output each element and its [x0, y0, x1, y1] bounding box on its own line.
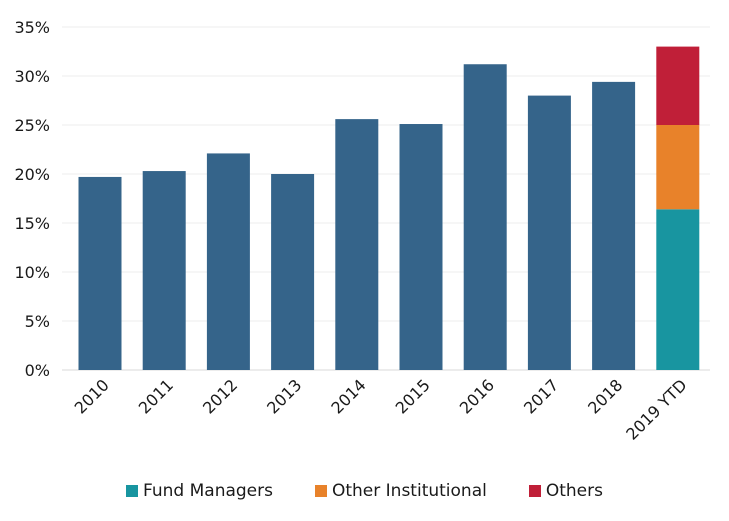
y-tick-label-2: 10%	[14, 263, 50, 282]
y-tick-label-0: 0%	[25, 361, 50, 380]
x-tick-label-2019-ytd: 2019 YTD	[622, 375, 690, 443]
legend-item-other-institutional: Other Institutional	[314, 481, 487, 501]
y-tick-label-7: 35%	[14, 18, 50, 37]
chart-svg: 0% 5% 10% 15% 20% 25% 30% 35% 2010 2011 2012 2013 20…	[14, 18, 710, 444]
legend-swatch-other-institutional	[314, 485, 327, 497]
x-tick-label-2010: 2010	[71, 375, 113, 417]
x-tick-label-2017: 2017	[520, 375, 562, 417]
x-tick-label-2015: 2015	[392, 375, 434, 417]
bar-2015	[399, 124, 443, 371]
x-tick-label-2016: 2016	[456, 375, 498, 417]
bar-2017	[527, 95, 571, 370]
bar-2013	[271, 174, 315, 370]
x-tick-label-2018: 2018	[584, 375, 626, 417]
bar-2010	[78, 176, 122, 370]
legend-swatch-fund-managers	[126, 485, 139, 497]
x-tick-label-2014: 2014	[327, 375, 369, 417]
x-tick-label-2011: 2011	[135, 375, 177, 417]
x-tick-label-2013: 2013	[263, 375, 305, 417]
legend-label-fund-managers: Fund Managers	[143, 481, 273, 501]
legend: Fund Managers Other Institutional Others	[0, 478, 729, 504]
bar-2014	[335, 119, 379, 371]
bar-2016	[463, 64, 507, 371]
y-tick-label-3: 15%	[14, 214, 50, 233]
legend-swatch-others	[528, 485, 541, 497]
y-tick-label-4: 20%	[14, 165, 50, 184]
bar-2018	[592, 81, 636, 370]
legend-label-others: Others	[545, 481, 603, 501]
bar-2011	[142, 171, 186, 370]
legend-item-others: Others	[528, 481, 603, 501]
y-tick-label-6: 30%	[14, 67, 50, 86]
bar-2019-ytd-segment-other-institutional	[656, 125, 700, 210]
x-tick-label-2012: 2012	[199, 375, 241, 417]
legend-item-fund-managers: Fund Managers	[126, 481, 273, 501]
legend-label-other-institutional: Other Institutional	[331, 481, 487, 501]
y-tick-label-1: 5%	[25, 312, 50, 331]
bar-2019-ytd-segment-others	[656, 46, 700, 125]
bar-2012	[206, 153, 250, 370]
y-tick-label-5: 25%	[14, 116, 50, 135]
bar-2019-ytd-segment-fund-managers	[656, 209, 700, 370]
